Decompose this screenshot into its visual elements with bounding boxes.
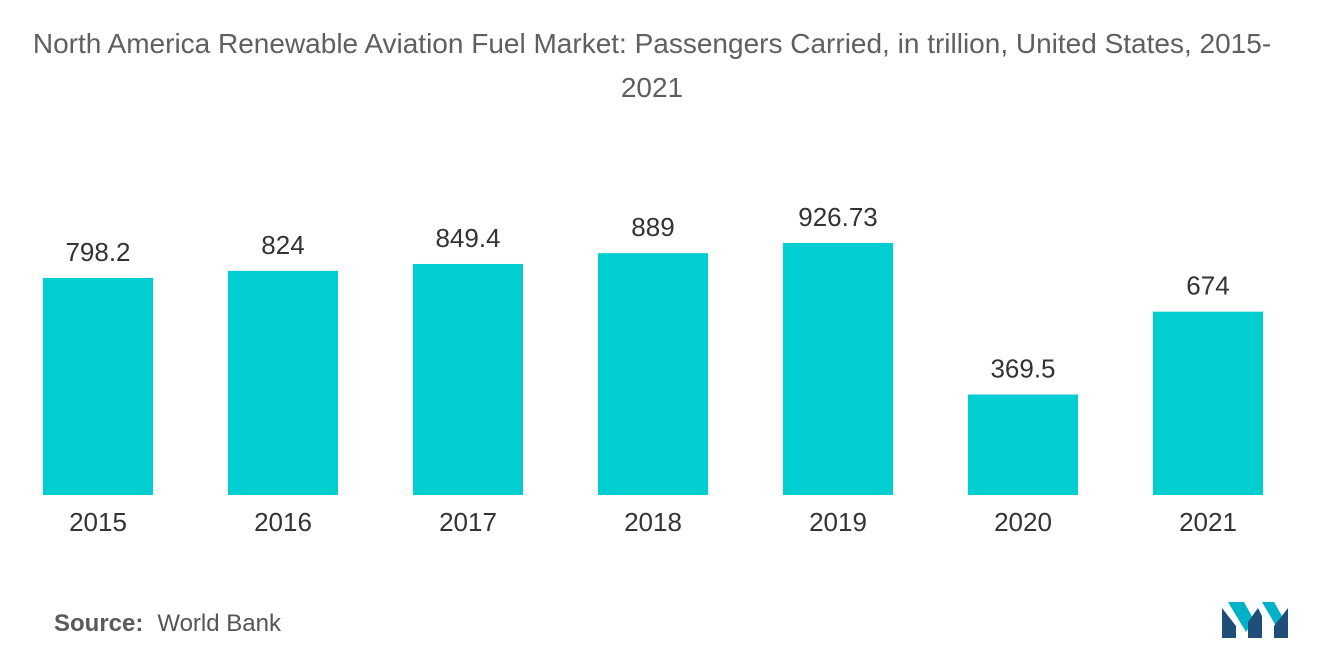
- bar-2020: [968, 394, 1078, 495]
- value-label-2020: 369.5: [990, 353, 1055, 383]
- x-tick-label-2021: 2021: [1179, 507, 1237, 537]
- bar-2017: [413, 263, 523, 495]
- bar-2016: [228, 270, 338, 495]
- source-note: Source: World Bank: [54, 610, 281, 638]
- source-label: Source:: [54, 610, 144, 637]
- mordor-intelligence-logo: [1222, 602, 1288, 638]
- bar-2019: [783, 242, 893, 495]
- source-value: World Bank: [157, 610, 281, 637]
- value-label-2016: 824: [261, 230, 304, 260]
- x-tick-label-2018: 2018: [624, 507, 682, 537]
- x-tick-label-2020: 2020: [994, 507, 1052, 537]
- value-label-2018: 889: [631, 212, 674, 242]
- bar-2018: [598, 253, 708, 495]
- bar-2015: [43, 277, 153, 495]
- value-label-2019: 926.73: [798, 202, 878, 232]
- bar-chart: 798.2 2015 824 2016 849.4 2017 889 2018 926.73 20…: [43, 202, 1263, 537]
- bar-2021: [1153, 311, 1263, 495]
- x-tick-label-2016: 2016: [254, 507, 312, 537]
- value-label-2015: 798.2: [65, 237, 130, 267]
- x-tick-label-2015: 2015: [69, 507, 127, 537]
- value-label-2021: 674: [1186, 271, 1229, 301]
- chart-title: North America Renewable Aviation Fuel Ma…: [32, 28, 1272, 103]
- x-tick-label-2017: 2017: [439, 507, 497, 537]
- value-label-2017: 849.4: [435, 223, 500, 253]
- x-tick-label-2019: 2019: [809, 507, 867, 537]
